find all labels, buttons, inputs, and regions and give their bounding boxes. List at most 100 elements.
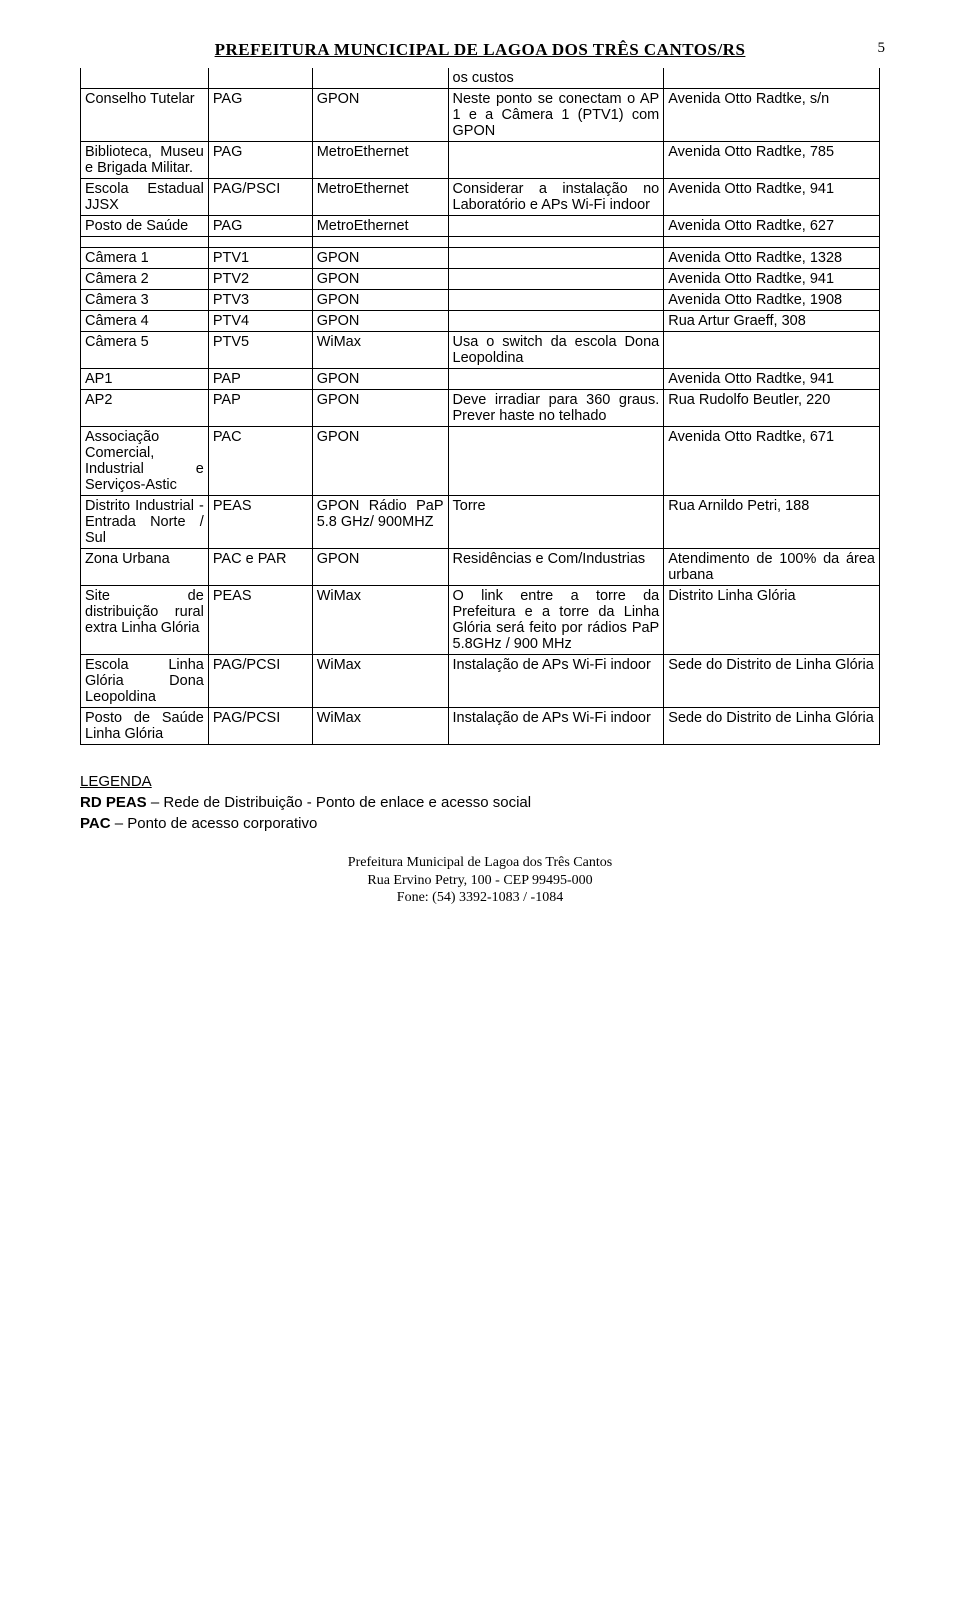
footer-line: Fone: (54) 3392-1083 / -1084 bbox=[80, 889, 880, 907]
table-cell: PAG bbox=[208, 216, 312, 237]
table-row: Site de distribuição rural extra Linha G… bbox=[81, 586, 880, 655]
table-row: Zona UrbanaPAC e PARGPONResidências e Co… bbox=[81, 549, 880, 586]
table-cell: Associação Comercial, Industrial e Servi… bbox=[81, 427, 209, 496]
table-cell bbox=[448, 269, 664, 290]
table-cell: Avenida Otto Radtke, 941 bbox=[664, 179, 880, 216]
table-cell: GPON bbox=[312, 369, 448, 390]
table-cell: Sede do Distrito de Linha Glória bbox=[664, 708, 880, 745]
table-cell bbox=[448, 142, 664, 179]
table-cell: PAG/PCSI bbox=[208, 708, 312, 745]
table-cell: GPON Rádio PaP 5.8 GHz/ 900MHZ bbox=[312, 496, 448, 549]
table-cell bbox=[448, 248, 664, 269]
table-cell: Instalação de APs Wi-Fi indoor bbox=[448, 708, 664, 745]
table-cell bbox=[448, 427, 664, 496]
table-cell: Rua Arnildo Petri, 188 bbox=[664, 496, 880, 549]
table-cell bbox=[208, 68, 312, 89]
legend-block: LEGENDA RD PEAS – Rede de Distribuição -… bbox=[80, 773, 880, 832]
table-cell: GPON bbox=[312, 311, 448, 332]
table-cell: Distrito Industrial - Entrada Norte / Su… bbox=[81, 496, 209, 549]
table-cell: Conselho Tutelar bbox=[81, 89, 209, 142]
table-cell: Rua Rudolfo Beutler, 220 bbox=[664, 390, 880, 427]
spacer-cell bbox=[312, 237, 448, 248]
main-table: os custosConselho TutelarPAGGPONNeste po… bbox=[80, 68, 880, 745]
table-cell: Usa o switch da escola Dona Leopoldina bbox=[448, 332, 664, 369]
table-cell: AP2 bbox=[81, 390, 209, 427]
table-cell: Biblioteca, Museu e Brigada Militar. bbox=[81, 142, 209, 179]
table-cell bbox=[448, 311, 664, 332]
legend-desc: – Ponto de acesso corporativo bbox=[111, 815, 318, 832]
table-row: AP2PAPGPONDeve irradiar para 360 graus. … bbox=[81, 390, 880, 427]
table-cell: Avenida Otto Radtke, s/n bbox=[664, 89, 880, 142]
legend-abbr: RD PEAS bbox=[80, 794, 147, 811]
table-row bbox=[81, 237, 880, 248]
table-row: Distrito Industrial - Entrada Norte / Su… bbox=[81, 496, 880, 549]
table-cell: MetroEthernet bbox=[312, 142, 448, 179]
table-cell: Câmera 1 bbox=[81, 248, 209, 269]
table-row: Câmera 2PTV2GPONAvenida Otto Radtke, 941 bbox=[81, 269, 880, 290]
table-cell: GPON bbox=[312, 427, 448, 496]
page-header: PREFEITURA MUNCICIPAL DE LAGOA DOS TRÊS … bbox=[80, 40, 880, 60]
table-cell bbox=[448, 290, 664, 311]
table-cell: PAG/PCSI bbox=[208, 655, 312, 708]
table-cell: Avenida Otto Radtke, 1328 bbox=[664, 248, 880, 269]
table-cell: Distrito Linha Glória bbox=[664, 586, 880, 655]
table-cell: PEAS bbox=[208, 586, 312, 655]
table-cell: Avenida Otto Radtke, 627 bbox=[664, 216, 880, 237]
spacer-cell bbox=[208, 237, 312, 248]
table-cell: Escola Linha Glória Dona Leopoldina bbox=[81, 655, 209, 708]
table-cell: PAC bbox=[208, 427, 312, 496]
spacer-cell bbox=[448, 237, 664, 248]
table-cell bbox=[448, 369, 664, 390]
table-row: Associação Comercial, Industrial e Servi… bbox=[81, 427, 880, 496]
table-cell: GPON bbox=[312, 89, 448, 142]
table-cell: Zona Urbana bbox=[81, 549, 209, 586]
table-cell: Torre bbox=[448, 496, 664, 549]
table-cell: PTV1 bbox=[208, 248, 312, 269]
table-cell: Avenida Otto Radtke, 941 bbox=[664, 369, 880, 390]
table-cell: WiMax bbox=[312, 586, 448, 655]
table-cell: PAP bbox=[208, 390, 312, 427]
table-cell: WiMax bbox=[312, 655, 448, 708]
legend-desc: – Rede de Distribuição - Ponto de enlace… bbox=[147, 794, 531, 811]
table-cell: GPON bbox=[312, 269, 448, 290]
table-cell: GPON bbox=[312, 290, 448, 311]
table-cell: Neste ponto se conectam o AP 1 e a Câmer… bbox=[448, 89, 664, 142]
table-cell bbox=[312, 68, 448, 89]
table-cell: MetroEthernet bbox=[312, 216, 448, 237]
table-cell: PTV2 bbox=[208, 269, 312, 290]
table-cell: Escola Estadual JJSX bbox=[81, 179, 209, 216]
table-cell: PAC e PAR bbox=[208, 549, 312, 586]
legend-line-1: RD PEAS – Rede de Distribuição - Ponto d… bbox=[80, 794, 880, 811]
legend-abbr: PAC bbox=[80, 815, 111, 832]
table-cell: Sede do Distrito de Linha Glória bbox=[664, 655, 880, 708]
table-cell: PEAS bbox=[208, 496, 312, 549]
table-cell bbox=[448, 216, 664, 237]
table-cell: PAG bbox=[208, 89, 312, 142]
table-row: AP1PAPGPONAvenida Otto Radtke, 941 bbox=[81, 369, 880, 390]
table-cell: Residências e Com/Industrias bbox=[448, 549, 664, 586]
table-cell: Rua Artur Graeff, 308 bbox=[664, 311, 880, 332]
table-cell: Avenida Otto Radtke, 785 bbox=[664, 142, 880, 179]
table-cell: Câmera 4 bbox=[81, 311, 209, 332]
table-cell: Site de distribuição rural extra Linha G… bbox=[81, 586, 209, 655]
table-cell: Câmera 3 bbox=[81, 290, 209, 311]
page-footer: Prefeitura Municipal de Lagoa dos Três C… bbox=[80, 854, 880, 907]
table-cell: AP1 bbox=[81, 369, 209, 390]
table-cell: GPON bbox=[312, 390, 448, 427]
table-cell bbox=[81, 68, 209, 89]
table-cell: Atendimento de 100% da área urbana bbox=[664, 549, 880, 586]
table-cell: Posto de Saúde bbox=[81, 216, 209, 237]
table-cell bbox=[664, 332, 880, 369]
footer-line: Rua Ervino Petry, 100 - CEP 99495-000 bbox=[80, 872, 880, 890]
table-cell: Posto de Saúde Linha Glória bbox=[81, 708, 209, 745]
header-title: PREFEITURA MUNCICIPAL DE LAGOA DOS TRÊS … bbox=[215, 40, 746, 59]
table-row: Câmera 1PTV1GPONAvenida Otto Radtke, 132… bbox=[81, 248, 880, 269]
table-cell: WiMax bbox=[312, 332, 448, 369]
table-cell: Avenida Otto Radtke, 1908 bbox=[664, 290, 880, 311]
table-row: Escola Estadual JJSXPAG/PSCIMetroEtherne… bbox=[81, 179, 880, 216]
table-cell: Avenida Otto Radtke, 671 bbox=[664, 427, 880, 496]
table-cell: Avenida Otto Radtke, 941 bbox=[664, 269, 880, 290]
page-number: 5 bbox=[878, 40, 886, 57]
table-cell: Câmera 5 bbox=[81, 332, 209, 369]
table-cell: WiMax bbox=[312, 708, 448, 745]
